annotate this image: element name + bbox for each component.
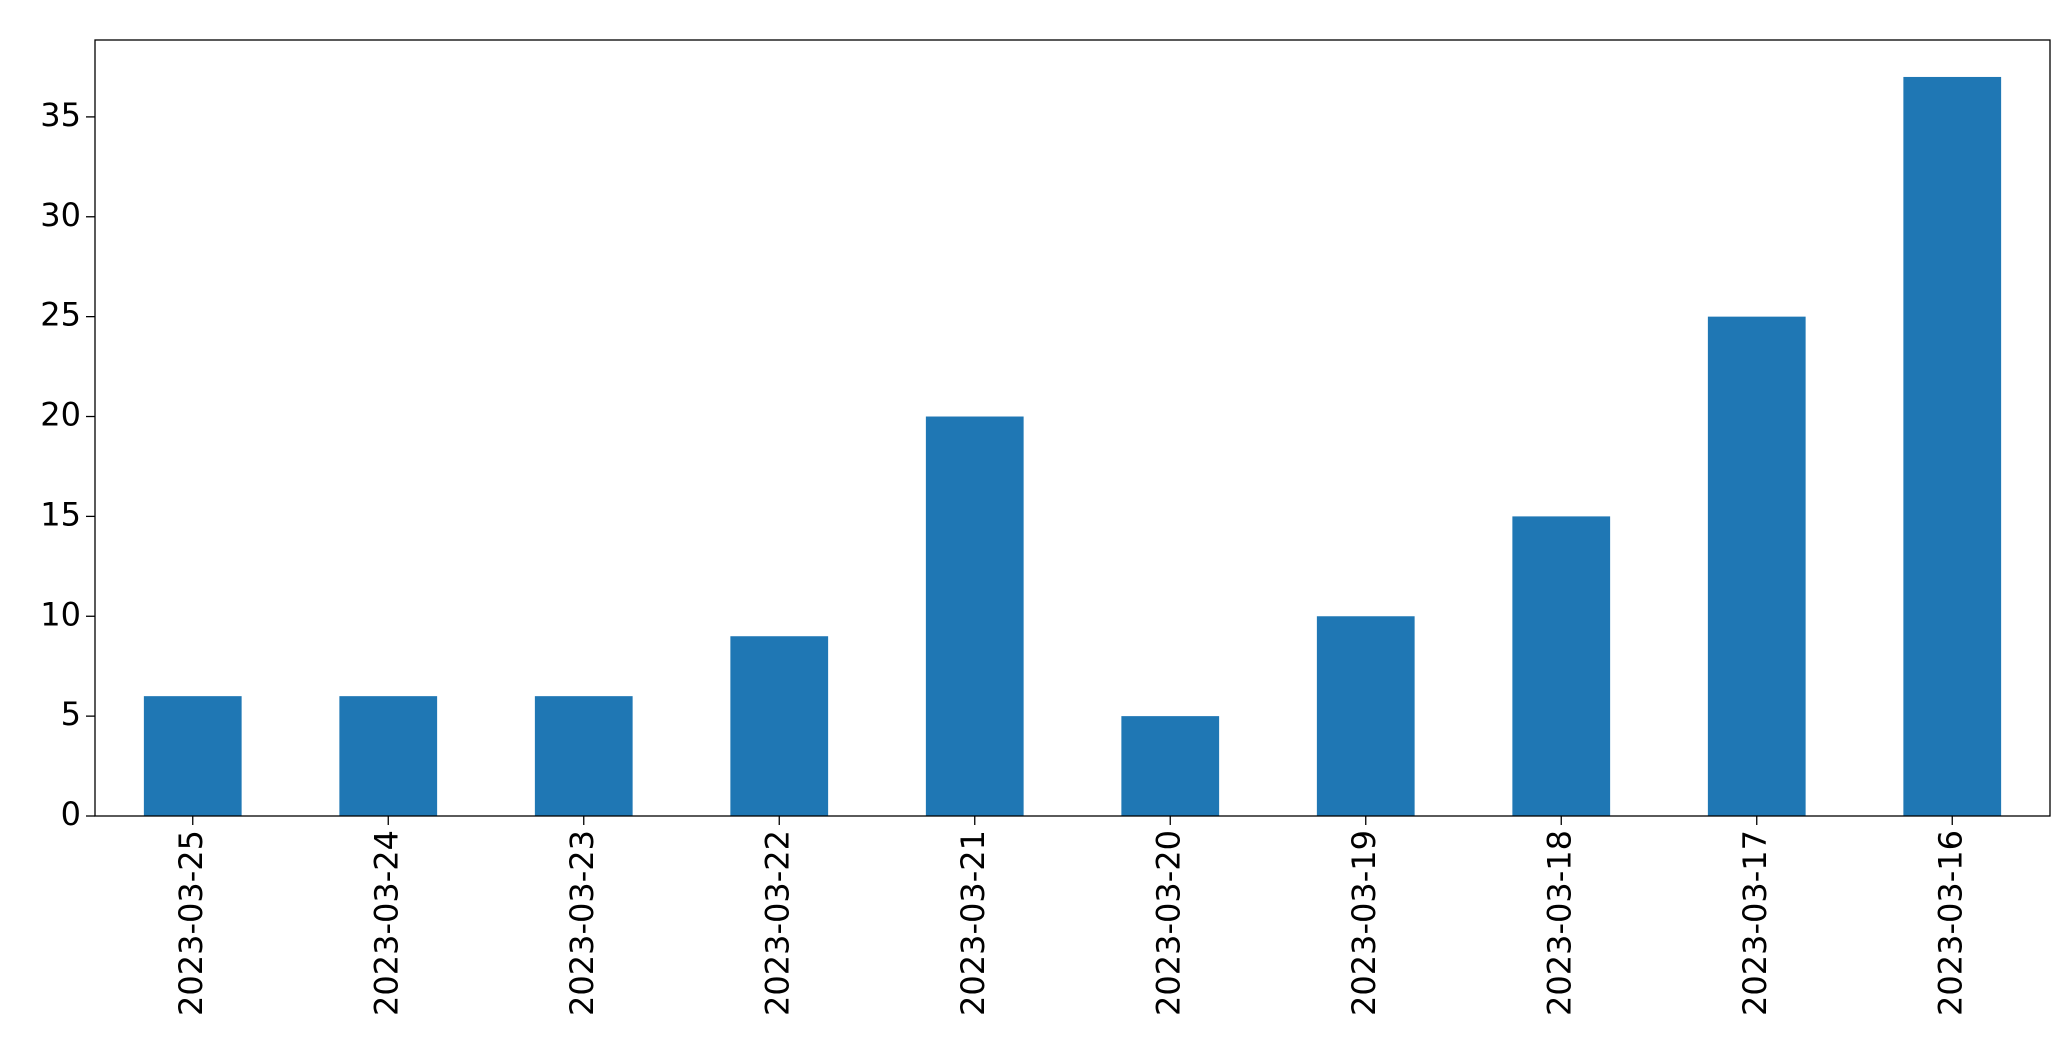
bar xyxy=(1512,516,1611,816)
y-tick-label: 15 xyxy=(40,495,81,533)
bar xyxy=(1121,716,1220,816)
y-tick-label: 0 xyxy=(61,795,81,833)
x-tick-label: 2023-03-23 xyxy=(563,830,601,1016)
plot-frame xyxy=(94,39,2051,817)
bar xyxy=(1903,76,2002,816)
y-tick-label: 35 xyxy=(40,96,81,134)
x-tick-label: 2023-03-20 xyxy=(1149,830,1187,1016)
y-tick-label: 25 xyxy=(40,296,81,334)
y-tick-label: 20 xyxy=(40,396,81,434)
x-tick-label: 2023-03-18 xyxy=(1540,830,1578,1016)
x-tick-label: 2023-03-25 xyxy=(172,830,210,1016)
y-tick-label: 5 xyxy=(61,695,81,733)
x-tick-label: 2023-03-22 xyxy=(758,830,796,1016)
x-tick-label: 2023-03-19 xyxy=(1345,830,1383,1016)
y-tick-label: 10 xyxy=(40,595,81,633)
bar xyxy=(730,636,829,816)
y-tick-label: 30 xyxy=(40,196,81,234)
bar xyxy=(143,696,242,816)
bar xyxy=(925,416,1024,816)
x-tick-label: 2023-03-17 xyxy=(1736,830,1774,1016)
x-tick-label: 2023-03-24 xyxy=(367,830,405,1016)
bar xyxy=(1707,316,1806,816)
bar xyxy=(339,696,438,816)
x-tick-label: 2023-03-21 xyxy=(954,830,992,1016)
bar xyxy=(1316,616,1415,816)
bar xyxy=(534,696,633,816)
x-tick-label: 2023-03-16 xyxy=(1931,830,1969,1016)
